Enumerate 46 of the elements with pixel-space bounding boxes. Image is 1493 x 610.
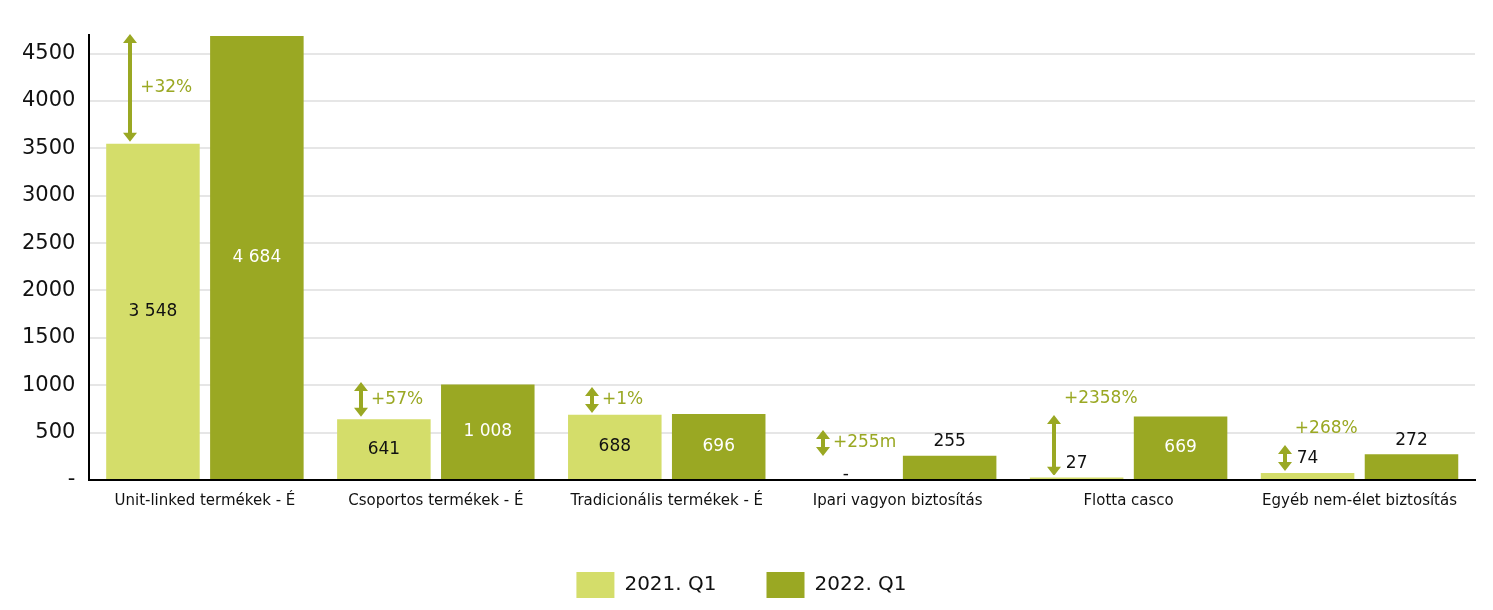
y-tick-label: 3500: [21, 134, 76, 159]
data-label: 27: [1065, 451, 1088, 472]
legend-label: 2021. Q1: [624, 571, 717, 596]
data-label: 669: [1164, 436, 1197, 457]
bar: [568, 414, 662, 479]
annotation: +32%: [140, 76, 193, 97]
y-tick-label: 500: [35, 419, 76, 444]
annotation: +1%: [602, 388, 644, 409]
annotation: +255m: [832, 431, 897, 452]
y-tick-label: 3000: [21, 182, 76, 207]
annotation: +57%: [371, 388, 424, 409]
bar: [902, 455, 997, 479]
data-label: 4 684: [232, 245, 282, 266]
data-label: 688: [598, 435, 632, 456]
x-tick-label: Csoportos termékek - É: [348, 489, 524, 509]
bar: [106, 143, 200, 479]
data-label: 1 008: [463, 420, 513, 441]
data-label: 74: [1296, 447, 1319, 468]
x-tick-label: Egyéb nem-élet biztosítás: [1262, 490, 1458, 509]
y-tick-label: 4000: [21, 87, 76, 112]
bar: [337, 419, 431, 479]
x-tick-label: Tradicionális termékek - É: [569, 489, 764, 509]
y-tick-label: 4500: [21, 40, 76, 65]
bar: [1260, 472, 1355, 479]
data-label: 3 548: [128, 299, 178, 320]
bar: [1133, 416, 1228, 479]
data-label: 641: [367, 437, 401, 458]
x-tick-label: Ipari vagyon biztosítás: [812, 490, 983, 509]
bar: [441, 384, 535, 479]
y-tick-label: 1000: [21, 371, 76, 396]
y-tick-label: 1500: [21, 324, 76, 349]
annotation: +268%: [1294, 417, 1358, 438]
y-tick-label: 2500: [21, 229, 76, 254]
y-tick-label: -: [67, 466, 76, 491]
x-tick-label: Flotta casco: [1083, 490, 1174, 509]
bar: [1364, 454, 1459, 479]
data-label: 696: [702, 434, 735, 455]
bar: [671, 414, 766, 479]
annotation: +2358%: [1063, 387, 1138, 408]
data-label: 272: [1395, 428, 1428, 449]
bar: [210, 36, 304, 479]
text: -: [842, 463, 849, 484]
x-tick-label: Unit-linked termékek - É: [114, 489, 296, 509]
y-tick-label: 2000: [21, 276, 76, 301]
legend-label: 2022. Q1: [814, 571, 907, 596]
data-label: 255: [933, 430, 966, 451]
